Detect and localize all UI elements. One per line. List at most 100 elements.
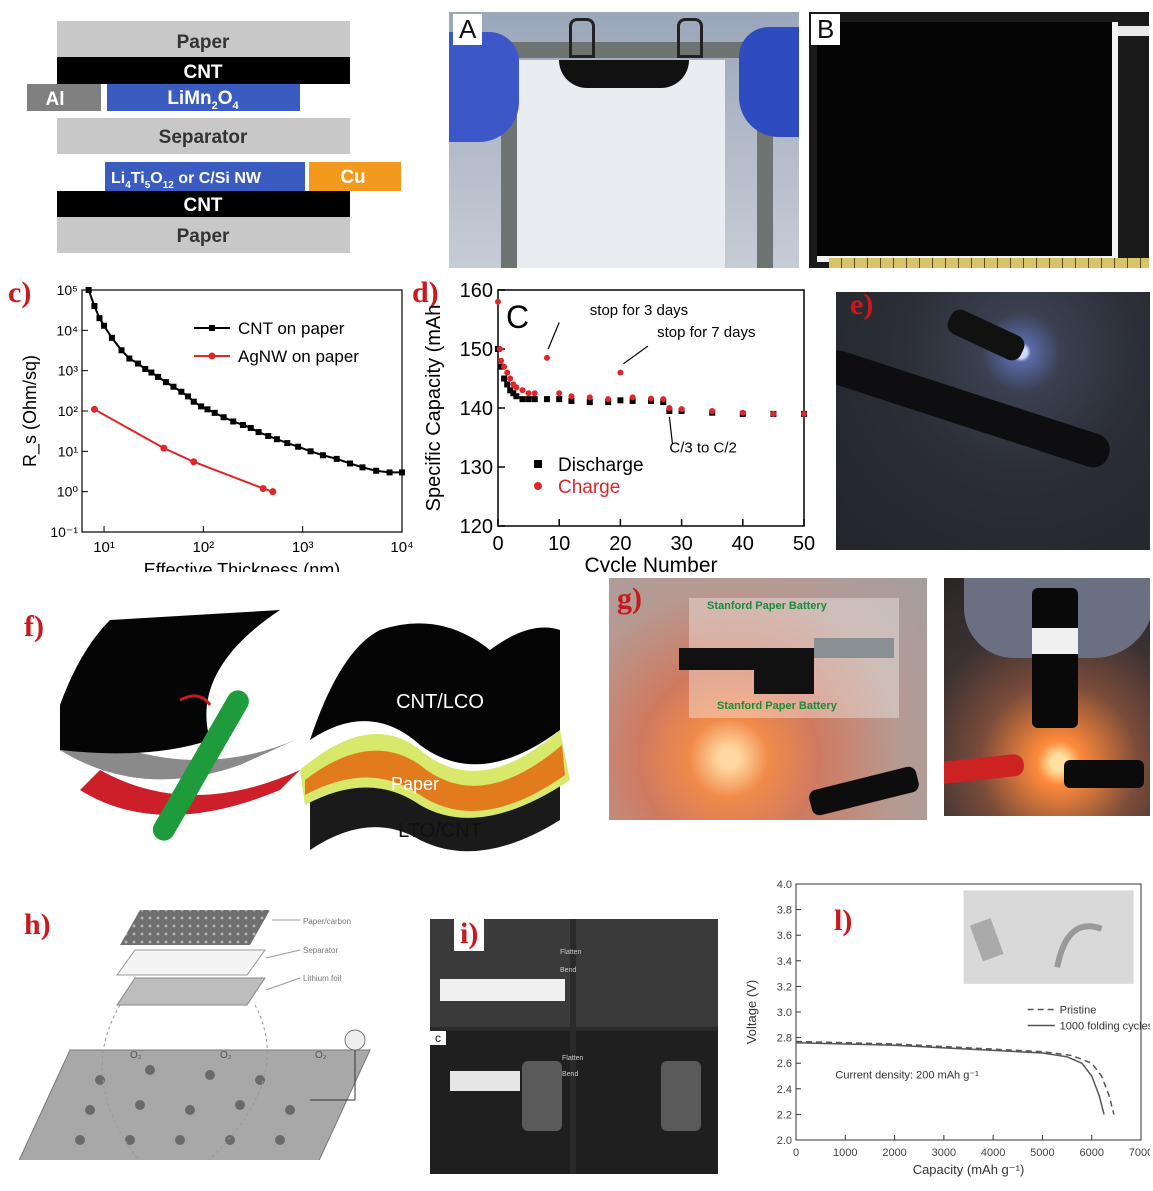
y-tick-label: 4.0 bbox=[777, 879, 792, 891]
data-point bbox=[519, 387, 526, 394]
data-point bbox=[568, 397, 575, 404]
y-tick-label: 3.6 bbox=[777, 930, 792, 942]
photo-a-label: A bbox=[453, 14, 483, 45]
stack-cathode bbox=[107, 84, 300, 111]
series-line-0 bbox=[795, 1040, 1115, 1115]
x-tick-label: 1000 bbox=[833, 1147, 857, 1159]
data-point bbox=[273, 436, 280, 443]
data-point bbox=[319, 452, 326, 459]
diagram-f-flexible-battery: CNT/LCO Paper LTO/CNT bbox=[60, 610, 570, 852]
data-point bbox=[531, 390, 538, 397]
panel-label-f: f) bbox=[24, 610, 44, 643]
layer-label-lithium-foil: Lithium foil bbox=[303, 974, 341, 983]
annotation-3-days: stop for 3 days bbox=[590, 302, 688, 319]
panel-label-c: c) bbox=[8, 276, 32, 309]
cnt-ink-blob bbox=[559, 60, 689, 88]
probe-red bbox=[944, 753, 1025, 785]
layer-label-separator: Separator bbox=[303, 946, 338, 955]
y-tick-label: 2.2 bbox=[777, 1109, 792, 1121]
stack-cnt-bottom-label: CNT bbox=[183, 195, 222, 216]
stack-al-label: Al bbox=[46, 89, 65, 110]
data-point bbox=[284, 440, 291, 447]
data-point bbox=[568, 393, 575, 400]
label-stanford-1: Stanford Paper Battery bbox=[707, 600, 827, 612]
chart-l-voltage: 0 1000 2000 3000 4000 5000 6000 7000 2.0 2.2 2.4 2.… bbox=[744, 879, 1150, 1177]
y-tick-label: 10³ bbox=[58, 363, 79, 379]
glove-right bbox=[739, 27, 799, 137]
battery-strip bbox=[754, 648, 814, 694]
stack-cnt-bottom bbox=[57, 191, 350, 217]
data-point bbox=[525, 396, 532, 403]
photo-b-label: B bbox=[811, 14, 841, 45]
photo-b-coated-sheet: B bbox=[809, 12, 1149, 268]
label-cnt-lco: CNT/LCO bbox=[396, 691, 484, 713]
annotation-rate-change: C/3 to C/2 bbox=[669, 439, 737, 456]
top-left-panel bbox=[430, 919, 570, 1027]
x-tick-label: 50 bbox=[793, 533, 815, 555]
data-point bbox=[184, 393, 191, 400]
data-point bbox=[531, 396, 538, 403]
x-tick-label: 6000 bbox=[1079, 1147, 1103, 1159]
y-tick-label: 130 bbox=[460, 457, 493, 479]
data-point bbox=[359, 464, 366, 471]
data-point bbox=[190, 458, 198, 466]
y-tick-label: 10⁻¹ bbox=[50, 524, 78, 540]
data-point bbox=[160, 444, 168, 452]
data-point bbox=[96, 315, 103, 322]
data-point bbox=[543, 396, 550, 403]
bottom-right-panel bbox=[576, 1031, 718, 1174]
y-tick-label: 3.8 bbox=[777, 905, 792, 917]
panel-label-i: i) bbox=[454, 919, 485, 951]
data-point bbox=[504, 369, 511, 376]
data-point bbox=[617, 369, 624, 376]
data-point bbox=[178, 388, 185, 395]
panel-label-g: g) bbox=[617, 582, 642, 615]
data-point bbox=[135, 360, 142, 367]
annotation-7-days: stop for 7 days bbox=[657, 324, 755, 341]
y-tick-label: 10⁵ bbox=[57, 282, 78, 298]
stack-separator bbox=[57, 118, 350, 154]
series-line-0 bbox=[87, 289, 402, 474]
y-tick-label: 150 bbox=[460, 339, 493, 361]
data-point bbox=[801, 410, 807, 417]
battery-label-strip bbox=[1032, 628, 1078, 654]
annotation-current-density: Current density: 200 mAh g⁻¹ bbox=[835, 1070, 979, 1082]
inset-battery-bent bbox=[1054, 923, 1103, 968]
data-point bbox=[617, 397, 624, 404]
o2-label: O₂ bbox=[220, 1050, 232, 1061]
data-point bbox=[126, 355, 133, 362]
data-point bbox=[386, 469, 393, 476]
rolled-battery bbox=[1032, 588, 1078, 728]
data-point bbox=[118, 347, 125, 354]
stack-cu bbox=[309, 162, 401, 191]
x-tick-label: 4000 bbox=[981, 1147, 1005, 1159]
annotation-arrow bbox=[547, 322, 560, 350]
series-line-1 bbox=[795, 1041, 1105, 1115]
photo-e-led: e) bbox=[836, 292, 1150, 550]
x-axis-label: Cycle Number bbox=[584, 554, 717, 572]
data-point bbox=[504, 381, 511, 388]
data-point bbox=[108, 334, 115, 341]
data-point bbox=[90, 405, 98, 413]
data-point bbox=[101, 322, 108, 329]
o2-label: O₂ bbox=[315, 1050, 327, 1061]
data-point bbox=[85, 287, 92, 293]
data-point bbox=[269, 488, 277, 496]
legend-label: AgNW on paper bbox=[238, 347, 359, 366]
data-point bbox=[333, 455, 340, 462]
data-point bbox=[629, 394, 636, 401]
legend-marker bbox=[534, 482, 542, 490]
y-tick-label: 140 bbox=[460, 398, 493, 420]
data-point bbox=[660, 396, 667, 403]
data-point bbox=[259, 484, 267, 492]
y-tick-label: 3.2 bbox=[777, 981, 792, 993]
legend-label: Pristine bbox=[1060, 1004, 1097, 1016]
probe-black bbox=[1064, 760, 1144, 788]
legend-label: Charge bbox=[558, 477, 620, 498]
y-axis-label: Voltage (V) bbox=[744, 980, 759, 1044]
paper-sheet bbox=[517, 60, 725, 268]
data-point bbox=[501, 375, 508, 382]
x-tick-label: 5000 bbox=[1030, 1147, 1054, 1159]
chart-d-capacity: 0 10 20 30 40 50 120 130 140 150 160 Cycle Number Sp… bbox=[423, 282, 815, 572]
y-tick-label: 2.8 bbox=[777, 1033, 792, 1045]
